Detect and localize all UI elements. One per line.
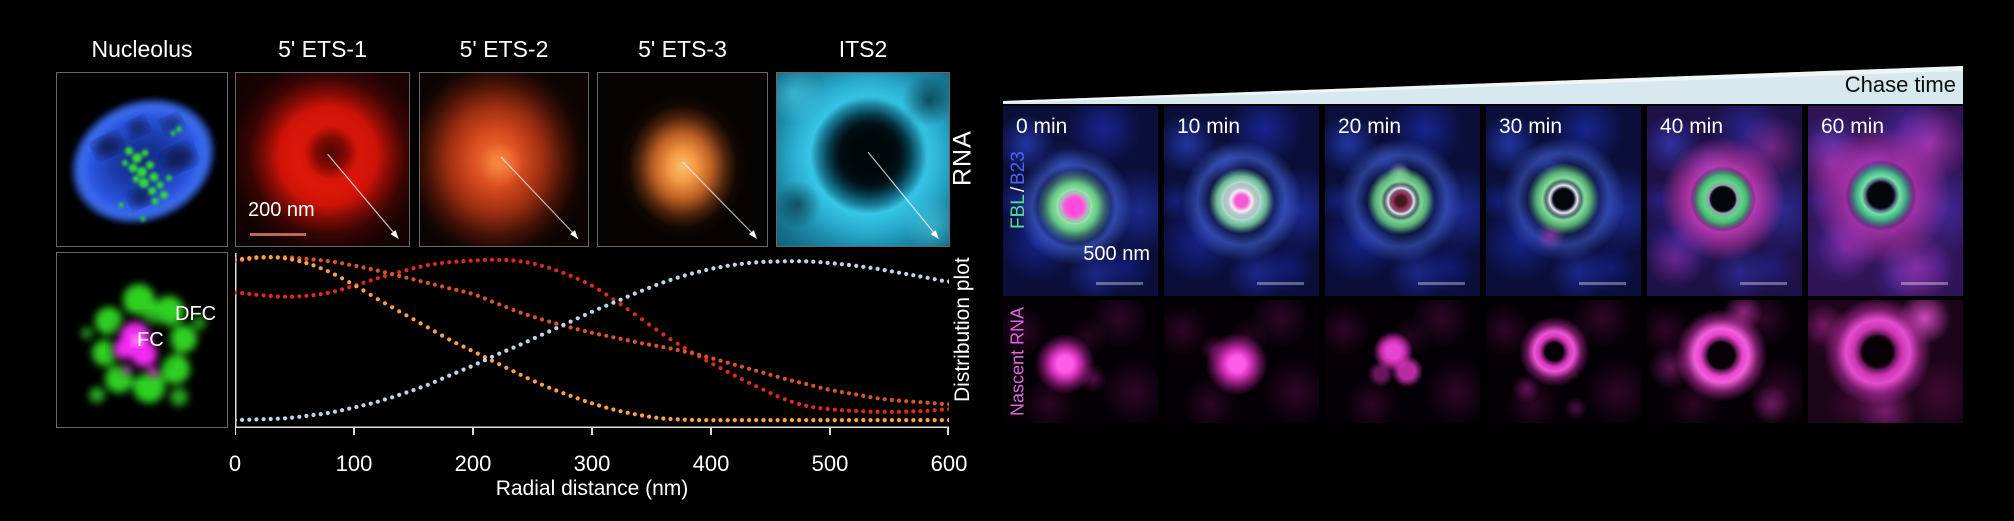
chase-panel-fbl-60min: 60 min (1808, 106, 1963, 296)
scale-bar-200nm (250, 233, 306, 236)
fibrillarin-foci (118, 126, 182, 222)
dfc-label: DFC (175, 303, 217, 325)
chase-panel-fbl-40min: 40 min (1647, 106, 1802, 296)
nucleolus-micrograph (56, 72, 228, 247)
nucleolus-image (71, 98, 215, 224)
scale-bar-500nm-label: 500 nm (1083, 243, 1150, 265)
distribution-plot-svg (232, 253, 952, 435)
chase-time-wedge (1003, 66, 1963, 104)
y-axis-label: Distribution plot (951, 257, 974, 403)
chase-panel-fbl-20min: 20 min (1325, 106, 1480, 296)
time-label: 30 min (1499, 115, 1563, 138)
chase-panel-fbl-10min: 10 min (1164, 106, 1319, 296)
scale-bar-500nm (1096, 282, 1143, 285)
rna-row-label: RNA (948, 130, 977, 186)
fc-core (114, 322, 158, 377)
nascent-rna-row-label: Nascent RNA (1007, 306, 1028, 416)
fc-dfc-micrograph: DFC FC (56, 252, 228, 428)
chase-panel-nascent-20min (1325, 300, 1480, 423)
chase-time-label: Chase time (1844, 72, 1956, 97)
scale-bar-icon (1257, 282, 1304, 285)
time-label: 60 min (1821, 115, 1885, 138)
x-tick-500: 500 (811, 451, 849, 476)
chase-panel-nascent-0min (1003, 300, 1158, 423)
fbl-label: FBL (1008, 194, 1029, 229)
dfc-ring (81, 284, 206, 406)
x-tick-200: 200 (454, 451, 492, 476)
time-label: 40 min (1660, 115, 1724, 138)
chase-panel-nascent-40min (1647, 300, 1802, 423)
x-axis-label: Radial distance (nm) (495, 477, 689, 500)
distribution-plot (232, 253, 952, 436)
time-label: 0 min (1016, 115, 1068, 138)
col-label-5ets1: 5' ETS-1 (278, 36, 367, 62)
radial-arrow-icon (682, 161, 758, 240)
fish-panel-5ets1: 200 nm (235, 72, 410, 247)
chase-panel-fbl-0min: 0 min 500 nm (1003, 106, 1158, 296)
fish-panel-its2 (776, 72, 950, 247)
chase-panel-nascent-60min (1808, 300, 1963, 423)
col-label-its2: ITS2 (838, 36, 888, 62)
chase-panel-nascent-30min (1486, 300, 1641, 423)
fbl-b23-row-label: FBL / B23 (1006, 124, 1032, 256)
chase-panel-nascent-10min (1164, 300, 1319, 423)
time-label: 20 min (1338, 115, 1402, 138)
scale-bar-icon (1740, 282, 1787, 285)
x-tick-100: 100 (335, 451, 373, 476)
radial-arrow-icon (500, 156, 579, 240)
x-tick-600: 600 (930, 451, 968, 476)
b23-label: B23 (1008, 151, 1029, 185)
x-tick-400: 400 (692, 451, 730, 476)
divider-label: / (1008, 186, 1029, 193)
fish-panel-5ets3 (597, 72, 768, 247)
col-label-nucleolus: Nucleolus (91, 36, 193, 62)
scale-bar-icon (1418, 282, 1465, 285)
scale-bar-icon (1579, 282, 1626, 285)
col-label-5ets2: 5' ETS-2 (459, 36, 549, 62)
fc-label: FC (137, 329, 164, 351)
radial-arrow-icon (327, 153, 399, 240)
x-tick-300: 300 (573, 451, 611, 476)
scale-bar-200nm-label: 200 nm (248, 199, 315, 221)
time-label: 10 min (1177, 115, 1241, 138)
fc-dfc-image (81, 284, 206, 406)
x-tick-0: 0 (228, 451, 242, 476)
chase-panel-fbl-30min: 30 min (1486, 106, 1641, 296)
fish-panel-5ets2 (419, 72, 589, 247)
scale-bar-icon (1901, 282, 1948, 285)
radial-arrow-icon (867, 151, 939, 240)
col-label-5ets3: 5' ETS-3 (638, 36, 727, 62)
